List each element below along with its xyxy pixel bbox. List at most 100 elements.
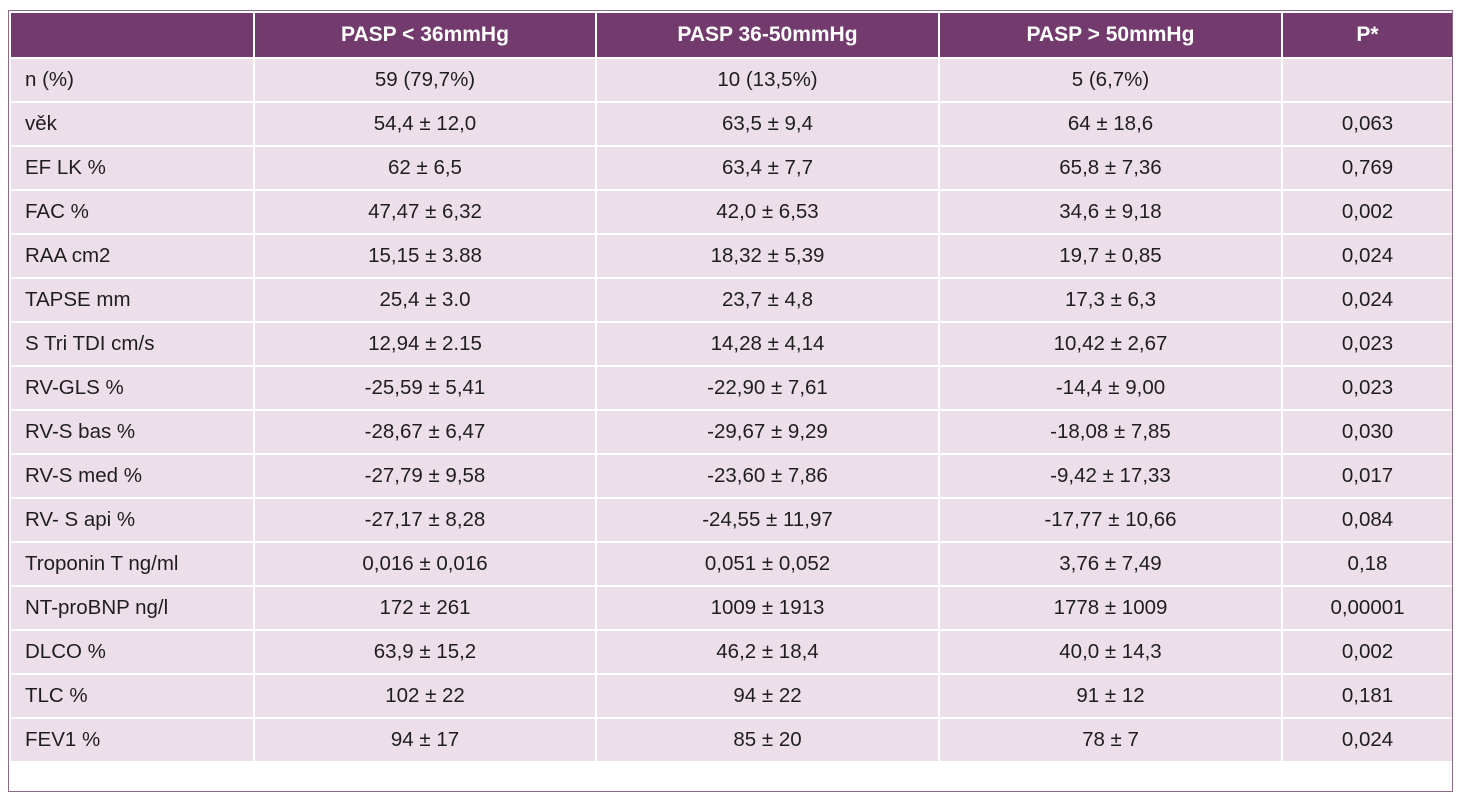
cell-p-value: 0,002 [1281, 629, 1454, 675]
cell-p-value: 0,024 [1281, 233, 1454, 279]
cell-pasp-high: 5 (6,7%) [938, 57, 1283, 103]
cell-parameter: FEV1 % [9, 717, 255, 763]
cell-pasp-mid: -29,67 ± 9,29 [595, 409, 940, 455]
data-table-container: PASP < 36mmHg PASP 36-50mmHg PASP > 50mm… [9, 11, 1454, 763]
cell-pasp-high: -9,42 ± 17,33 [938, 453, 1283, 499]
table-row: TAPSE mm 25,4 ± 3.0 23,7 ± 4,8 17,3 ± 6,3 0,… [9, 277, 1454, 323]
cell-pasp-low: 102 ± 22 [253, 673, 597, 719]
cell-p-value: 0,024 [1281, 277, 1454, 323]
cell-p-value: 0,024 [1281, 717, 1454, 763]
cell-pasp-high: 65,8 ± 7,36 [938, 145, 1283, 191]
cell-pasp-low: -27,79 ± 9,58 [253, 453, 597, 499]
cell-parameter: RAA cm2 [9, 233, 255, 279]
cell-parameter: TLC % [9, 673, 255, 719]
cell-parameter: NT-proBNP ng/l [9, 585, 255, 631]
cell-pasp-high: 34,6 ± 9,18 [938, 189, 1283, 235]
cell-p-value: 0,017 [1281, 453, 1454, 499]
cell-pasp-low: 25,4 ± 3.0 [253, 277, 597, 323]
cell-pasp-high: 64 ± 18,6 [938, 101, 1283, 147]
cell-pasp-mid: 18,32 ± 5,39 [595, 233, 940, 279]
cell-pasp-low: 63,9 ± 15,2 [253, 629, 597, 675]
cell-pasp-high: -17,77 ± 10,66 [938, 497, 1283, 543]
pasp-comparison-table: PASP < 36mmHg PASP 36-50mmHg PASP > 50mm… [9, 11, 1454, 763]
cell-parameter: RV-S med % [9, 453, 255, 499]
table-header: PASP < 36mmHg PASP 36-50mmHg PASP > 50mm… [9, 11, 1454, 59]
cell-parameter: Troponin T ng/ml [9, 541, 255, 587]
cell-pasp-low: 12,94 ± 2.15 [253, 321, 597, 367]
table-row: RV-GLS % -25,59 ± 5,41 -22,90 ± 7,61 -14,4 … [9, 365, 1454, 411]
cell-parameter: věk [9, 101, 255, 147]
cell-pasp-mid: 14,28 ± 4,14 [595, 321, 940, 367]
cell-pasp-low: 94 ± 17 [253, 717, 597, 763]
cell-p-value: 0,00001 [1281, 585, 1454, 631]
cell-parameter: RV- S api % [9, 497, 255, 543]
table-row: FEV1 % 94 ± 17 85 ± 20 78 ± 7 0,024 [9, 717, 1454, 763]
table-row: věk 54,4 ± 12,0 63,5 ± 9,4 64 ± 18,6 0,063 [9, 101, 1454, 147]
cell-parameter: FAC % [9, 189, 255, 235]
cell-pasp-mid: 0,051 ± 0,052 [595, 541, 940, 587]
cell-pasp-mid: 10 (13,5%) [595, 57, 940, 103]
cell-pasp-mid: 94 ± 22 [595, 673, 940, 719]
cell-p-value: 0,084 [1281, 497, 1454, 543]
cell-p-value: 0,181 [1281, 673, 1454, 719]
table-row: n (%) 59 (79,7%) 10 (13,5%) 5 (6,7%) [9, 57, 1454, 103]
cell-pasp-low: 59 (79,7%) [253, 57, 597, 103]
cell-parameter: S Tri TDI cm/s [9, 321, 255, 367]
table-row: RV-S med % -27,79 ± 9,58 -23,60 ± 7,86 -9,4… [9, 453, 1454, 499]
table-row: FAC % 47,47 ± 6,32 42,0 ± 6,53 34,6 ± 9,18 0… [9, 189, 1454, 235]
cell-p-value: 0,030 [1281, 409, 1454, 455]
header-cell-parameter [9, 11, 255, 59]
cell-p-value: 0,769 [1281, 145, 1454, 191]
cell-pasp-high: -14,4 ± 9,00 [938, 365, 1283, 411]
cell-pasp-mid: 85 ± 20 [595, 717, 940, 763]
cell-pasp-low: 47,47 ± 6,32 [253, 189, 597, 235]
cell-pasp-high: -18,08 ± 7,85 [938, 409, 1283, 455]
cell-p-value [1281, 57, 1454, 103]
cell-parameter: TAPSE mm [9, 277, 255, 323]
cell-pasp-mid: 46,2 ± 18,4 [595, 629, 940, 675]
table-row: S Tri TDI cm/s 12,94 ± 2.15 14,28 ± 4,14 10… [9, 321, 1454, 367]
cell-p-value: 0,023 [1281, 365, 1454, 411]
cell-pasp-low: -25,59 ± 5,41 [253, 365, 597, 411]
table-row: Troponin T ng/ml 0,016 ± 0,016 0,051 ± 0,0… [9, 541, 1454, 587]
cell-parameter: RV-S bas % [9, 409, 255, 455]
table-row: DLCO % 63,9 ± 15,2 46,2 ± 18,4 40,0 ± 14,3 0… [9, 629, 1454, 675]
table-row: NT-proBNP ng/l 172 ± 261 1009 ± 1913 1778 ±… [9, 585, 1454, 631]
cell-pasp-mid: 1009 ± 1913 [595, 585, 940, 631]
cell-pasp-mid: -22,90 ± 7,61 [595, 365, 940, 411]
cell-pasp-high: 1778 ± 1009 [938, 585, 1283, 631]
table-row: RV- S api % -27,17 ± 8,28 -24,55 ± 11,97 -1… [9, 497, 1454, 543]
cell-pasp-high: 17,3 ± 6,3 [938, 277, 1283, 323]
cell-parameter: DLCO % [9, 629, 255, 675]
header-cell-pasp-low: PASP < 36mmHg [253, 11, 597, 59]
table-body: n (%) 59 (79,7%) 10 (13,5%) 5 (6,7%) věk 54,4… [9, 57, 1454, 763]
cell-pasp-mid: 23,7 ± 4,8 [595, 277, 940, 323]
cell-parameter: n (%) [9, 57, 255, 103]
table-row: RV-S bas % -28,67 ± 6,47 -29,67 ± 9,29 -18,… [9, 409, 1454, 455]
cell-pasp-low: -28,67 ± 6,47 [253, 409, 597, 455]
cell-pasp-mid: -24,55 ± 11,97 [595, 497, 940, 543]
header-cell-pasp-high: PASP > 50mmHg [938, 11, 1283, 59]
header-row: PASP < 36mmHg PASP 36-50mmHg PASP > 50mm… [9, 11, 1454, 59]
cell-pasp-high: 19,7 ± 0,85 [938, 233, 1283, 279]
cell-p-value: 0,18 [1281, 541, 1454, 587]
cell-pasp-mid: -23,60 ± 7,86 [595, 453, 940, 499]
cell-pasp-high: 40,0 ± 14,3 [938, 629, 1283, 675]
cell-p-value: 0,002 [1281, 189, 1454, 235]
table-row: EF LK % 62 ± 6,5 63,4 ± 7,7 65,8 ± 7,36 0,76… [9, 145, 1454, 191]
table-row: RAA cm2 15,15 ± 3.88 18,32 ± 5,39 19,7 ± 0,… [9, 233, 1454, 279]
cell-pasp-high: 3,76 ± 7,49 [938, 541, 1283, 587]
cell-parameter: EF LK % [9, 145, 255, 191]
cell-pasp-mid: 63,5 ± 9,4 [595, 101, 940, 147]
header-cell-pasp-mid: PASP 36-50mmHg [595, 11, 940, 59]
cell-pasp-low: 0,016 ± 0,016 [253, 541, 597, 587]
cell-pasp-high: 10,42 ± 2,67 [938, 321, 1283, 367]
cell-pasp-low: -27,17 ± 8,28 [253, 497, 597, 543]
table-row: TLC % 102 ± 22 94 ± 22 91 ± 12 0,181 [9, 673, 1454, 719]
cell-pasp-low: 62 ± 6,5 [253, 145, 597, 191]
cell-pasp-mid: 42,0 ± 6,53 [595, 189, 940, 235]
cell-parameter: RV-GLS % [9, 365, 255, 411]
cell-pasp-low: 15,15 ± 3.88 [253, 233, 597, 279]
cell-pasp-mid: 63,4 ± 7,7 [595, 145, 940, 191]
cell-pasp-low: 54,4 ± 12,0 [253, 101, 597, 147]
